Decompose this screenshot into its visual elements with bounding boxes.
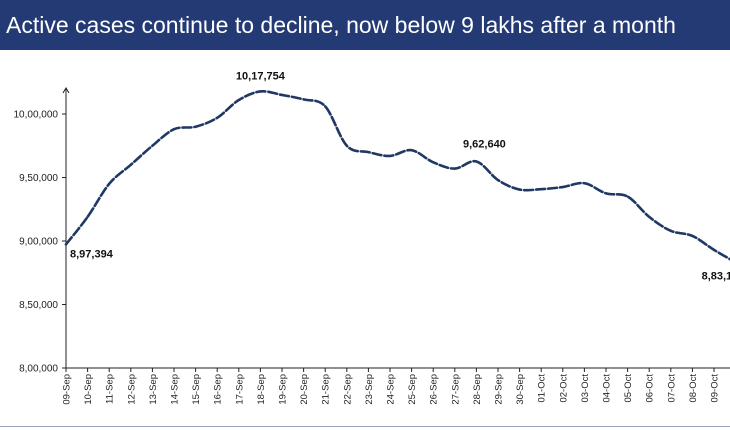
data-point: [540, 187, 543, 191]
data-point: [648, 215, 651, 219]
data-point: [345, 144, 348, 147]
x-tick-label: 12-Sep: [126, 374, 137, 405]
x-tick-label: 23-Sep: [364, 374, 375, 405]
data-point: [259, 90, 262, 93]
x-tick-label: 02-Oct: [558, 374, 569, 403]
data-point: [280, 93, 284, 97]
data-point: [237, 98, 240, 102]
data-point: [518, 188, 521, 191]
x-tick-label: 24-Sep: [386, 374, 397, 405]
x-tick-label: 27-Sep: [450, 374, 461, 405]
x-tick-label: 20-Sep: [299, 374, 310, 405]
chart-title-bar: Active cases continue to decline, now be…: [0, 0, 730, 50]
x-tick-label: 03-Oct: [580, 374, 591, 403]
x-tick-label: 21-Sep: [321, 374, 332, 405]
data-label: 8,97,394: [70, 248, 114, 260]
data-point: [410, 148, 413, 152]
data-point: [604, 192, 608, 195]
chart-area: 8,00,000 8,50,000 9,00,000 9,50,000 10,00,00…: [0, 50, 730, 430]
data-point: [64, 243, 68, 246]
data-point: [626, 195, 629, 198]
x-tick-label: 17-Sep: [234, 374, 245, 405]
x-tick-label: 05-Oct: [623, 374, 634, 403]
y-tick-label: 9,50,000: [19, 173, 58, 184]
x-tick-label: 15-Sep: [191, 374, 202, 405]
x-tick-label: 14-Sep: [170, 374, 181, 405]
x-tick-label: 10-Sep: [83, 374, 94, 405]
data-point: [302, 98, 305, 101]
x-tick-label: 25-Sep: [407, 374, 418, 405]
data-label: 10,17,754: [236, 70, 286, 82]
x-tick-label: 04-Oct: [602, 374, 613, 403]
x-tick-label: 19-Sep: [278, 374, 289, 405]
x-tick-label: 08-Oct: [688, 374, 699, 403]
data-point: [194, 125, 197, 128]
data-point: [453, 167, 456, 170]
data-point: [151, 144, 154, 147]
x-tick-label: 09-Oct: [710, 374, 721, 403]
x-tick-label: 22-Sep: [342, 374, 353, 405]
data-point: [388, 154, 392, 158]
data-point: [432, 161, 435, 164]
x-tick-label: 11-Sep: [105, 374, 116, 404]
data-point: [108, 182, 111, 186]
data-point: [561, 185, 564, 189]
line-chart: 8,00,000 8,50,000 9,00,000 9,50,000 10,00,00…: [14, 70, 730, 405]
x-tick-label: 01-Oct: [537, 374, 548, 403]
data-label: 9,62,640: [463, 138, 506, 150]
chart-title: Active cases continue to decline, now be…: [6, 11, 676, 38]
y-tick-label: 9,00,000: [19, 237, 58, 248]
data-point: [475, 160, 478, 163]
data-point: [216, 116, 219, 120]
x-tick-label: 29-Sep: [494, 374, 505, 405]
data-point: [129, 163, 132, 166]
data-point: [691, 234, 694, 238]
y-tick-label: 10,00,000: [14, 110, 59, 121]
data-point: [669, 229, 672, 233]
x-tick-label: 26-Sep: [429, 374, 440, 405]
data-point: [496, 178, 500, 182]
bottom-divider: [0, 426, 730, 427]
data-point: [86, 215, 89, 219]
data-point: [712, 248, 716, 252]
x-tick-label: 30-Sep: [515, 374, 526, 405]
data-point: [172, 128, 176, 131]
data-point: [367, 150, 370, 154]
x-tick-label: 28-Sep: [472, 374, 483, 405]
data-label: 8,83,1: [702, 270, 730, 282]
data-point: [583, 182, 586, 185]
data-point: [324, 105, 327, 108]
y-axis-arrow: [62, 87, 70, 94]
x-tick-label: 09-Sep: [62, 374, 73, 405]
y-tick-label: 8,00,000: [19, 364, 58, 375]
x-tick-label: 06-Oct: [645, 374, 656, 403]
x-tick-label: 18-Sep: [256, 374, 267, 405]
y-tick-label: 8,50,000: [19, 300, 58, 311]
x-tick-label: 07-Oct: [666, 374, 677, 403]
x-tick-label: 16-Sep: [213, 374, 224, 405]
x-tick-label: 13-Sep: [148, 374, 159, 405]
series-line: [64, 90, 730, 261]
